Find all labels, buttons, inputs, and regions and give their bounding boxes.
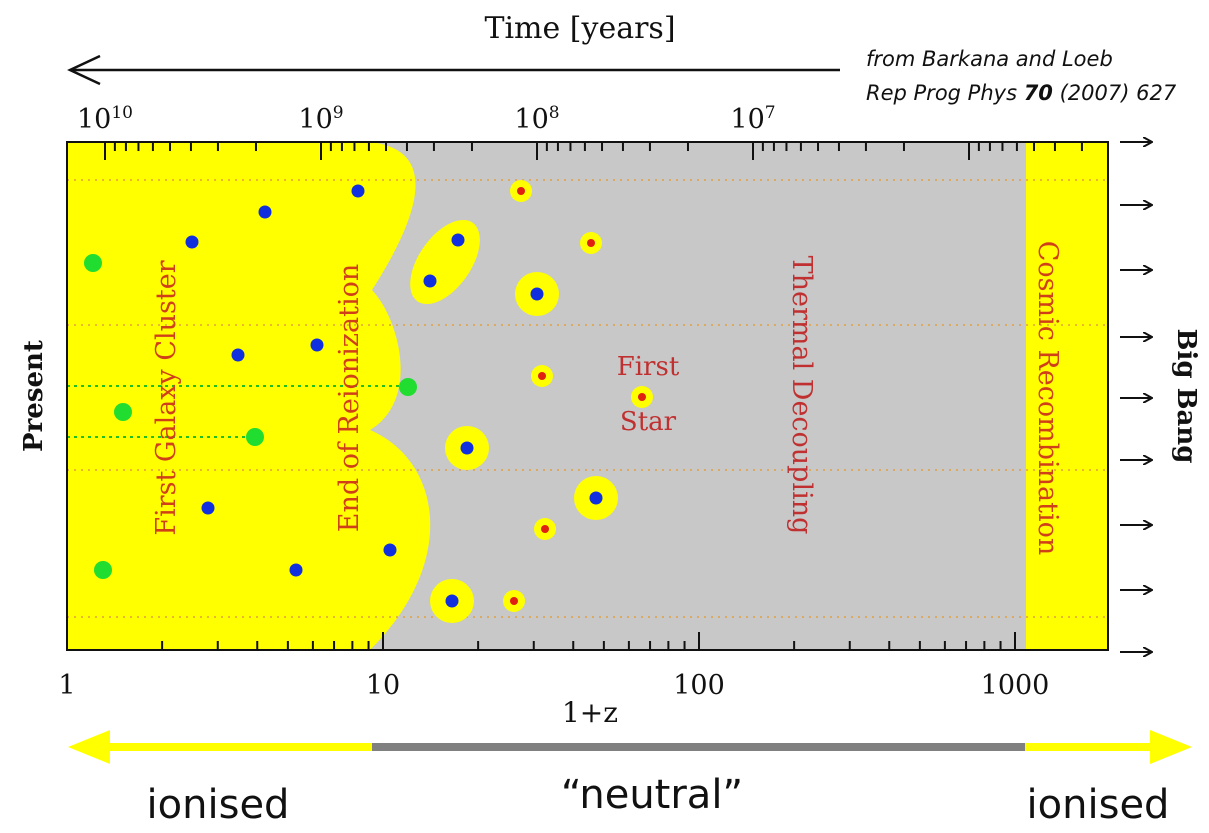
bar-arrowhead	[68, 730, 110, 764]
citation: Rep Prog Phys 70 (2007) 627	[866, 81, 1177, 105]
galaxy	[451, 233, 465, 247]
cluster	[399, 378, 417, 396]
top-tick-exp: 7	[765, 103, 776, 123]
x-tick-label: 10	[366, 670, 400, 701]
top-tick-exp: 8	[549, 103, 560, 123]
citation: (2007) 627	[1053, 81, 1177, 105]
side-label: Big Bang	[1171, 329, 1201, 464]
top-tick-exp: 10	[111, 103, 133, 123]
top-tick-base: 10	[298, 104, 332, 135]
side-label: Present	[19, 340, 49, 452]
state-label: ionised	[147, 782, 290, 828]
galaxy	[201, 501, 215, 515]
top-tick-base: 10	[514, 104, 548, 135]
x-tick-label: 1	[58, 670, 75, 701]
galaxy	[445, 594, 459, 608]
galaxy	[383, 543, 397, 557]
top-tick-label: 109	[298, 103, 343, 135]
star	[538, 372, 546, 380]
cluster	[84, 254, 102, 272]
galaxy	[460, 441, 474, 455]
region-label: Thermal Decoupling	[786, 256, 817, 535]
citation: from Barkana and Loeb	[866, 47, 1113, 71]
frame	[66, 141, 1109, 651]
state-label: ionised	[1027, 782, 1170, 828]
x-tick-label: 1000	[981, 670, 1050, 701]
cluster	[114, 403, 132, 421]
recombination-region	[1026, 142, 1108, 650]
top-tick-label: 108	[514, 103, 559, 135]
x-tick-label: 100	[673, 670, 725, 701]
cluster	[246, 428, 264, 446]
region-label: End of Reionization	[334, 264, 365, 532]
region-label: First	[617, 352, 680, 382]
galaxy	[185, 235, 199, 249]
galaxy	[423, 274, 437, 288]
title: Time [years]	[484, 11, 675, 46]
top-tick-label: 107	[730, 103, 775, 135]
star	[510, 597, 518, 605]
ticks	[66, 142, 1083, 650]
galaxy	[289, 563, 303, 577]
region-label: Cosmic Recombination	[1032, 241, 1063, 556]
state-label: “neutral”	[561, 772, 743, 818]
region-label: First Galaxy Cluster	[151, 260, 182, 535]
cluster	[94, 561, 112, 579]
region-label: Star	[620, 407, 677, 437]
galaxy	[589, 491, 603, 505]
star	[587, 239, 595, 247]
objects	[84, 180, 653, 623]
galaxy	[258, 205, 272, 219]
citation: Rep Prog Phys	[866, 81, 1024, 105]
ionised-region	[67, 142, 431, 650]
galaxy	[351, 184, 365, 198]
axis-label: 1+z	[562, 696, 618, 729]
top-tick-base: 10	[730, 104, 764, 135]
citation-volume: 70	[1024, 81, 1053, 105]
top-tick-base: 10	[77, 104, 111, 135]
star	[541, 525, 549, 533]
galaxy	[231, 348, 245, 362]
dotted-lines	[67, 179, 1108, 618]
star	[638, 393, 646, 401]
bar-arrowhead	[1150, 730, 1192, 764]
time-arrowhead	[67, 54, 101, 86]
top-tick-exp: 9	[333, 103, 344, 123]
star	[517, 187, 525, 195]
galaxy	[530, 287, 544, 301]
galaxy	[310, 338, 324, 352]
top-tick-label: 1010	[77, 103, 133, 135]
